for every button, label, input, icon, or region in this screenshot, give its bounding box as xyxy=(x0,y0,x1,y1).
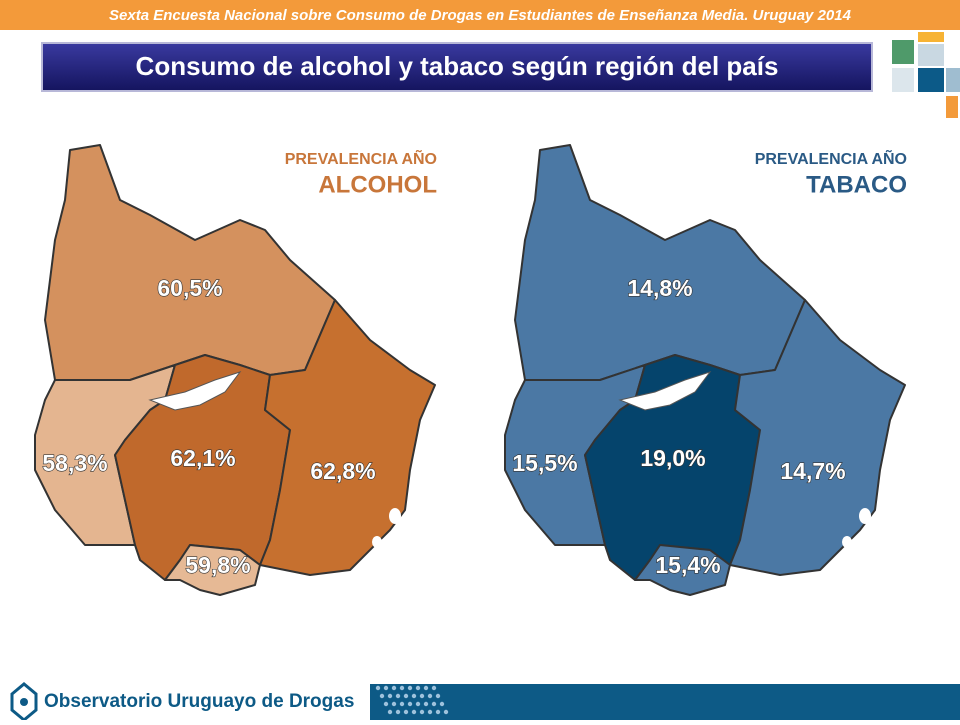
map-heading: PREVALENCIA AÑO xyxy=(285,148,437,168)
lagoon xyxy=(859,508,871,524)
banner-bar xyxy=(0,0,960,30)
dot xyxy=(439,701,445,707)
dot xyxy=(427,693,433,699)
dot xyxy=(395,709,401,715)
dot xyxy=(411,709,417,715)
title-box xyxy=(41,42,873,92)
logo xyxy=(892,32,960,118)
dot xyxy=(387,709,393,715)
region xyxy=(44,144,336,381)
dot xyxy=(411,693,417,699)
dot xyxy=(431,701,437,707)
footer-dots xyxy=(375,685,449,715)
dot xyxy=(423,701,429,707)
dot xyxy=(383,685,389,691)
title: Consumo de alcohol y tabaco según región… xyxy=(136,51,779,81)
dot xyxy=(415,701,421,707)
region-label: 19,0% xyxy=(640,445,705,471)
dot xyxy=(443,709,449,715)
map-heading: TABACO xyxy=(806,171,907,198)
dot xyxy=(419,693,425,699)
dot xyxy=(399,701,405,707)
region-label: 15,5% xyxy=(512,450,577,476)
region-label: 14,8% xyxy=(627,275,692,301)
dot xyxy=(391,701,397,707)
region-label: 15,4% xyxy=(655,552,720,578)
lake xyxy=(618,371,712,411)
dot xyxy=(435,693,441,699)
footer-text: Observatorio Uruguayo de Drogas xyxy=(44,691,354,712)
dot xyxy=(391,685,397,691)
footer-bar xyxy=(370,684,960,720)
dot xyxy=(379,693,385,699)
map-heading: ALCOHOL xyxy=(318,171,437,198)
dot xyxy=(427,709,433,715)
lake xyxy=(148,371,242,411)
region xyxy=(634,544,731,596)
region-label: 14,7% xyxy=(780,458,845,484)
dot xyxy=(435,709,441,715)
dot xyxy=(419,709,425,715)
dot xyxy=(375,685,381,691)
dot xyxy=(407,701,413,707)
region-label: 58,3% xyxy=(42,450,107,476)
dot xyxy=(407,685,413,691)
dot xyxy=(423,685,429,691)
footer-logo xyxy=(10,682,38,722)
region-label: 62,8% xyxy=(310,458,375,484)
dot xyxy=(403,709,409,715)
region xyxy=(514,144,806,381)
region-label: 62,1% xyxy=(170,445,235,471)
region-label: 60,5% xyxy=(157,275,222,301)
dot xyxy=(383,701,389,707)
dot xyxy=(431,685,437,691)
dot xyxy=(399,685,405,691)
dot xyxy=(403,693,409,699)
region-label: 59,8% xyxy=(185,552,250,578)
maps: PREVALENCIA AÑO ALCOHOL 60,5% 58,3% 62,1% 62,… xyxy=(34,144,907,596)
banner-text: Sexta Encuesta Nacional sobre Consumo de… xyxy=(109,7,852,24)
dot xyxy=(415,685,421,691)
lagoon xyxy=(372,536,382,548)
region xyxy=(164,544,261,596)
lagoon xyxy=(842,536,852,548)
lagoon xyxy=(389,508,401,524)
dot xyxy=(395,693,401,699)
dot xyxy=(387,693,393,699)
map-heading: PREVALENCIA AÑO xyxy=(755,148,907,168)
